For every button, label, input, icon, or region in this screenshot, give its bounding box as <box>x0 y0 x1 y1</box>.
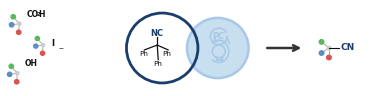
Circle shape <box>35 36 39 41</box>
Circle shape <box>17 30 21 34</box>
Text: Ph: Ph <box>139 51 148 57</box>
Circle shape <box>18 22 21 25</box>
Text: I: I <box>51 39 54 48</box>
Circle shape <box>40 51 45 55</box>
Circle shape <box>319 51 324 55</box>
Text: CN: CN <box>341 43 355 52</box>
Circle shape <box>11 15 15 19</box>
Circle shape <box>319 40 324 44</box>
Circle shape <box>327 46 331 50</box>
Text: PC: PC <box>213 32 225 41</box>
Circle shape <box>15 72 19 75</box>
Circle shape <box>187 18 249 78</box>
Text: 2: 2 <box>37 12 40 17</box>
Circle shape <box>9 23 14 27</box>
Circle shape <box>14 80 19 84</box>
Circle shape <box>9 64 14 68</box>
Text: Ph: Ph <box>163 51 172 57</box>
Circle shape <box>327 55 331 60</box>
Text: CO: CO <box>26 10 38 19</box>
Circle shape <box>34 44 38 48</box>
Circle shape <box>8 72 12 76</box>
Circle shape <box>42 44 45 47</box>
Text: Ph: Ph <box>153 61 162 67</box>
Text: NC: NC <box>151 29 164 38</box>
Text: –: – <box>59 43 64 53</box>
Text: OH: OH <box>24 59 37 68</box>
Text: H: H <box>38 10 45 19</box>
